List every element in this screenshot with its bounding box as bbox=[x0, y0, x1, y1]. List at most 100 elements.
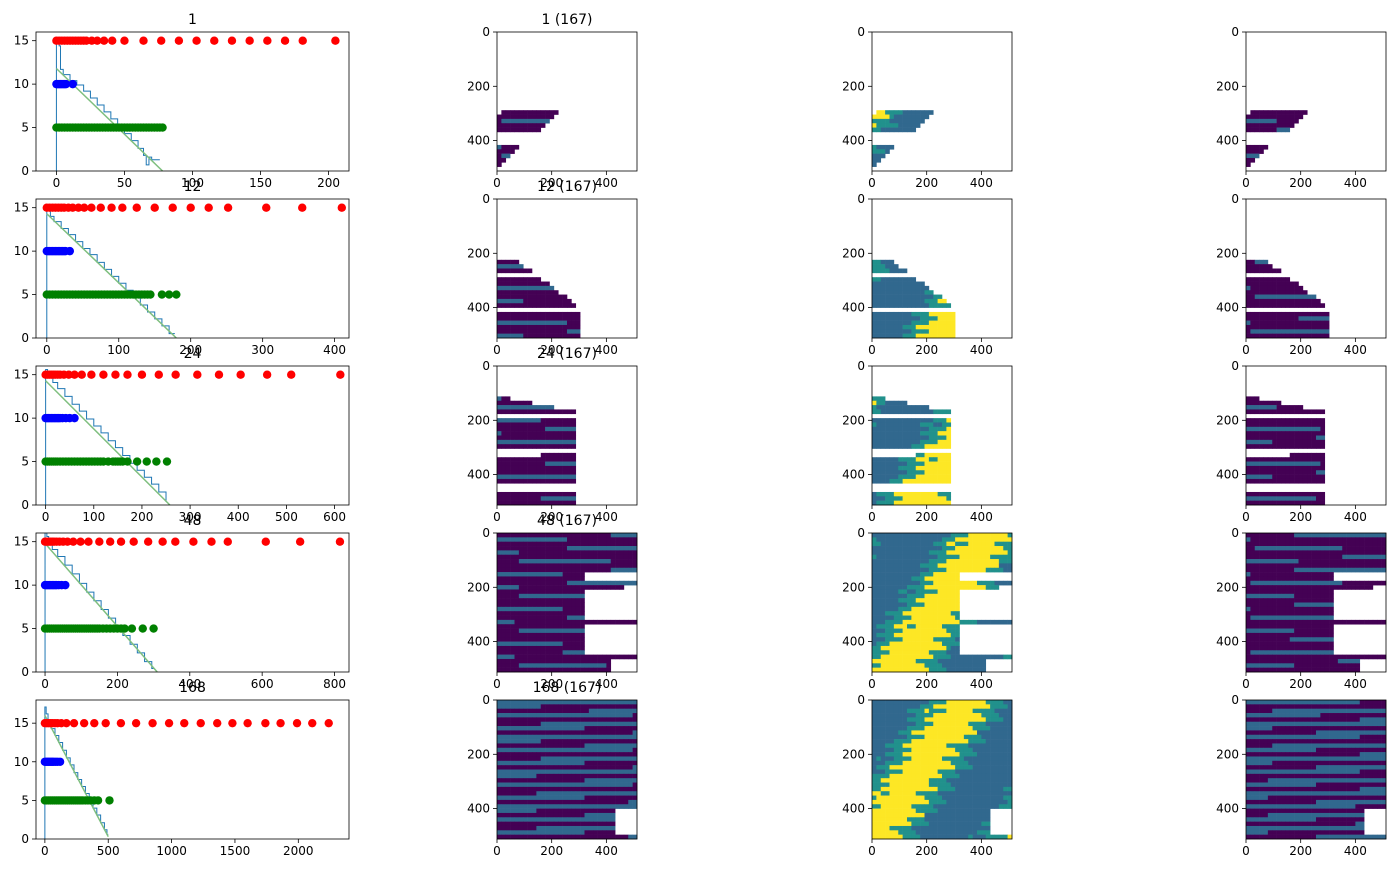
image-cell bbox=[623, 619, 629, 625]
image-cell bbox=[575, 667, 581, 673]
image-cell bbox=[1263, 663, 1269, 668]
image-cell bbox=[898, 470, 903, 475]
image-cell bbox=[580, 611, 585, 616]
image-cell bbox=[1337, 663, 1343, 668]
image-cell bbox=[872, 598, 877, 603]
image-cell bbox=[937, 628, 943, 634]
image-cell bbox=[1267, 439, 1273, 445]
image-cell bbox=[545, 324, 550, 330]
image-cell bbox=[1246, 123, 1251, 128]
image-cell bbox=[1267, 268, 1273, 274]
image-cell bbox=[998, 533, 1004, 538]
image-cell bbox=[619, 554, 625, 560]
image-cell bbox=[549, 645, 555, 651]
image-cell bbox=[915, 533, 921, 538]
image-cell bbox=[532, 329, 537, 334]
image-cell bbox=[497, 396, 502, 402]
image-cell bbox=[510, 457, 515, 462]
y-tick-label: 400 bbox=[842, 635, 865, 649]
image-cell bbox=[893, 546, 899, 551]
image-cell bbox=[567, 298, 572, 304]
image-cell bbox=[510, 281, 515, 287]
image-cell bbox=[898, 496, 903, 501]
image-cell bbox=[885, 444, 890, 449]
image-cell bbox=[889, 654, 895, 660]
image-cell bbox=[497, 324, 502, 330]
image-cell bbox=[972, 580, 978, 586]
image-cell bbox=[567, 324, 572, 330]
image-cell bbox=[915, 589, 921, 595]
image-cell bbox=[933, 409, 938, 415]
image-cell bbox=[893, 554, 899, 560]
image-cell bbox=[532, 632, 537, 638]
red-point bbox=[99, 370, 108, 379]
image-cell bbox=[540, 624, 546, 629]
image-cell bbox=[571, 422, 577, 428]
image-cell bbox=[1298, 632, 1304, 638]
image-cell bbox=[880, 593, 886, 599]
image-cell bbox=[959, 619, 965, 625]
image-cell bbox=[510, 123, 515, 128]
image-cell bbox=[584, 667, 590, 673]
image-cell bbox=[558, 457, 563, 462]
x-tick-label: 500 bbox=[97, 844, 120, 858]
image-cell bbox=[558, 444, 563, 449]
image-cell bbox=[505, 546, 511, 551]
image-cell bbox=[1246, 606, 1251, 612]
image-cell bbox=[1302, 439, 1308, 445]
image-cell bbox=[518, 541, 524, 547]
image-cell bbox=[1263, 637, 1269, 642]
image-cell bbox=[872, 541, 877, 547]
image-cell bbox=[924, 632, 930, 638]
image-cell bbox=[880, 298, 886, 304]
image-cell bbox=[606, 580, 612, 586]
image-cell bbox=[501, 658, 507, 664]
image-cell bbox=[1311, 654, 1317, 660]
image-cell bbox=[497, 405, 502, 410]
image-cell bbox=[1281, 329, 1286, 334]
image-cell bbox=[1250, 550, 1256, 556]
image-cell bbox=[1307, 654, 1312, 660]
image-cell bbox=[907, 537, 912, 542]
image-cell bbox=[955, 645, 960, 651]
image-cell bbox=[1272, 114, 1277, 120]
image-cell bbox=[1289, 572, 1295, 577]
image-cell bbox=[1359, 541, 1365, 547]
image-cell bbox=[937, 654, 943, 660]
image-cell bbox=[928, 563, 934, 569]
image-cell bbox=[889, 465, 895, 471]
image-cell bbox=[937, 320, 943, 326]
image-cell bbox=[946, 611, 952, 616]
image-cell bbox=[523, 496, 528, 501]
image-cell bbox=[959, 667, 965, 673]
image-cell bbox=[1007, 537, 1013, 542]
image-cell bbox=[1289, 439, 1295, 445]
image-cell bbox=[536, 311, 542, 317]
image-cell bbox=[924, 110, 930, 115]
image-cell bbox=[1320, 658, 1326, 664]
image-cell bbox=[567, 426, 572, 432]
image-cell bbox=[532, 611, 537, 616]
image-cell bbox=[1272, 333, 1277, 339]
image-cell bbox=[1307, 563, 1312, 569]
image-cell bbox=[920, 667, 925, 673]
image-cell bbox=[545, 474, 550, 480]
image-cell bbox=[942, 650, 947, 655]
green-point bbox=[149, 624, 158, 633]
image-cell bbox=[1246, 405, 1251, 410]
image-cell bbox=[518, 606, 524, 612]
image-cell bbox=[545, 624, 550, 629]
image-cell bbox=[501, 311, 507, 317]
image-cell bbox=[532, 465, 537, 471]
image-cell bbox=[623, 533, 629, 538]
image-cell bbox=[510, 259, 515, 265]
image-cell bbox=[514, 311, 520, 317]
image-cell bbox=[1311, 496, 1317, 501]
image-cell bbox=[553, 650, 559, 655]
image-cell bbox=[1259, 658, 1264, 664]
image-cell bbox=[915, 324, 921, 330]
image-cell bbox=[1263, 400, 1269, 406]
image-cell bbox=[1372, 554, 1378, 560]
image-cell bbox=[558, 422, 563, 428]
image-cell bbox=[928, 615, 934, 621]
